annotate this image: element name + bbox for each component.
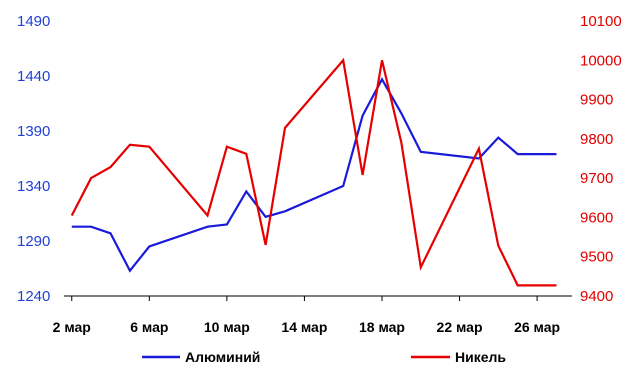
y-left-tick-label: 1340 — [17, 178, 50, 195]
legend-label: Алюминий — [185, 349, 260, 365]
y-left-tick-label: 1240 — [17, 288, 50, 305]
y-right-tick-label: 10000 — [580, 52, 622, 69]
x-tick-label: 10 мар — [204, 319, 250, 335]
y-right-tick-label: 9700 — [580, 170, 613, 187]
x-tick-label: 2 мар — [53, 319, 91, 335]
y-right-tick-label: 9500 — [580, 249, 613, 266]
series-line-aluminium — [71, 77, 557, 273]
legend-label: Никель — [455, 349, 506, 365]
y-left-tick-label: 1390 — [17, 123, 50, 140]
y-left-tick-label: 1440 — [17, 68, 50, 85]
y-right-tick-label: 10100 — [580, 13, 622, 30]
y-right-tick-label: 9400 — [580, 288, 613, 305]
x-tick-label: 18 мар — [359, 319, 405, 335]
y-left-tick-label: 1490 — [17, 13, 50, 30]
x-tick-label: 6 мар — [130, 319, 168, 335]
series-line-nickel — [70, 57, 557, 287]
y-right-tick-label: 9900 — [580, 92, 613, 109]
y-right-tick-label: 9600 — [580, 209, 613, 226]
x-tick-label: 26 мар — [514, 319, 560, 335]
y-left-tick-label: 1290 — [17, 233, 50, 250]
y-right-tick-label: 9800 — [580, 131, 613, 148]
x-tick-label: 22 мар — [437, 319, 483, 335]
x-tick-label: 14 мар — [281, 319, 327, 335]
